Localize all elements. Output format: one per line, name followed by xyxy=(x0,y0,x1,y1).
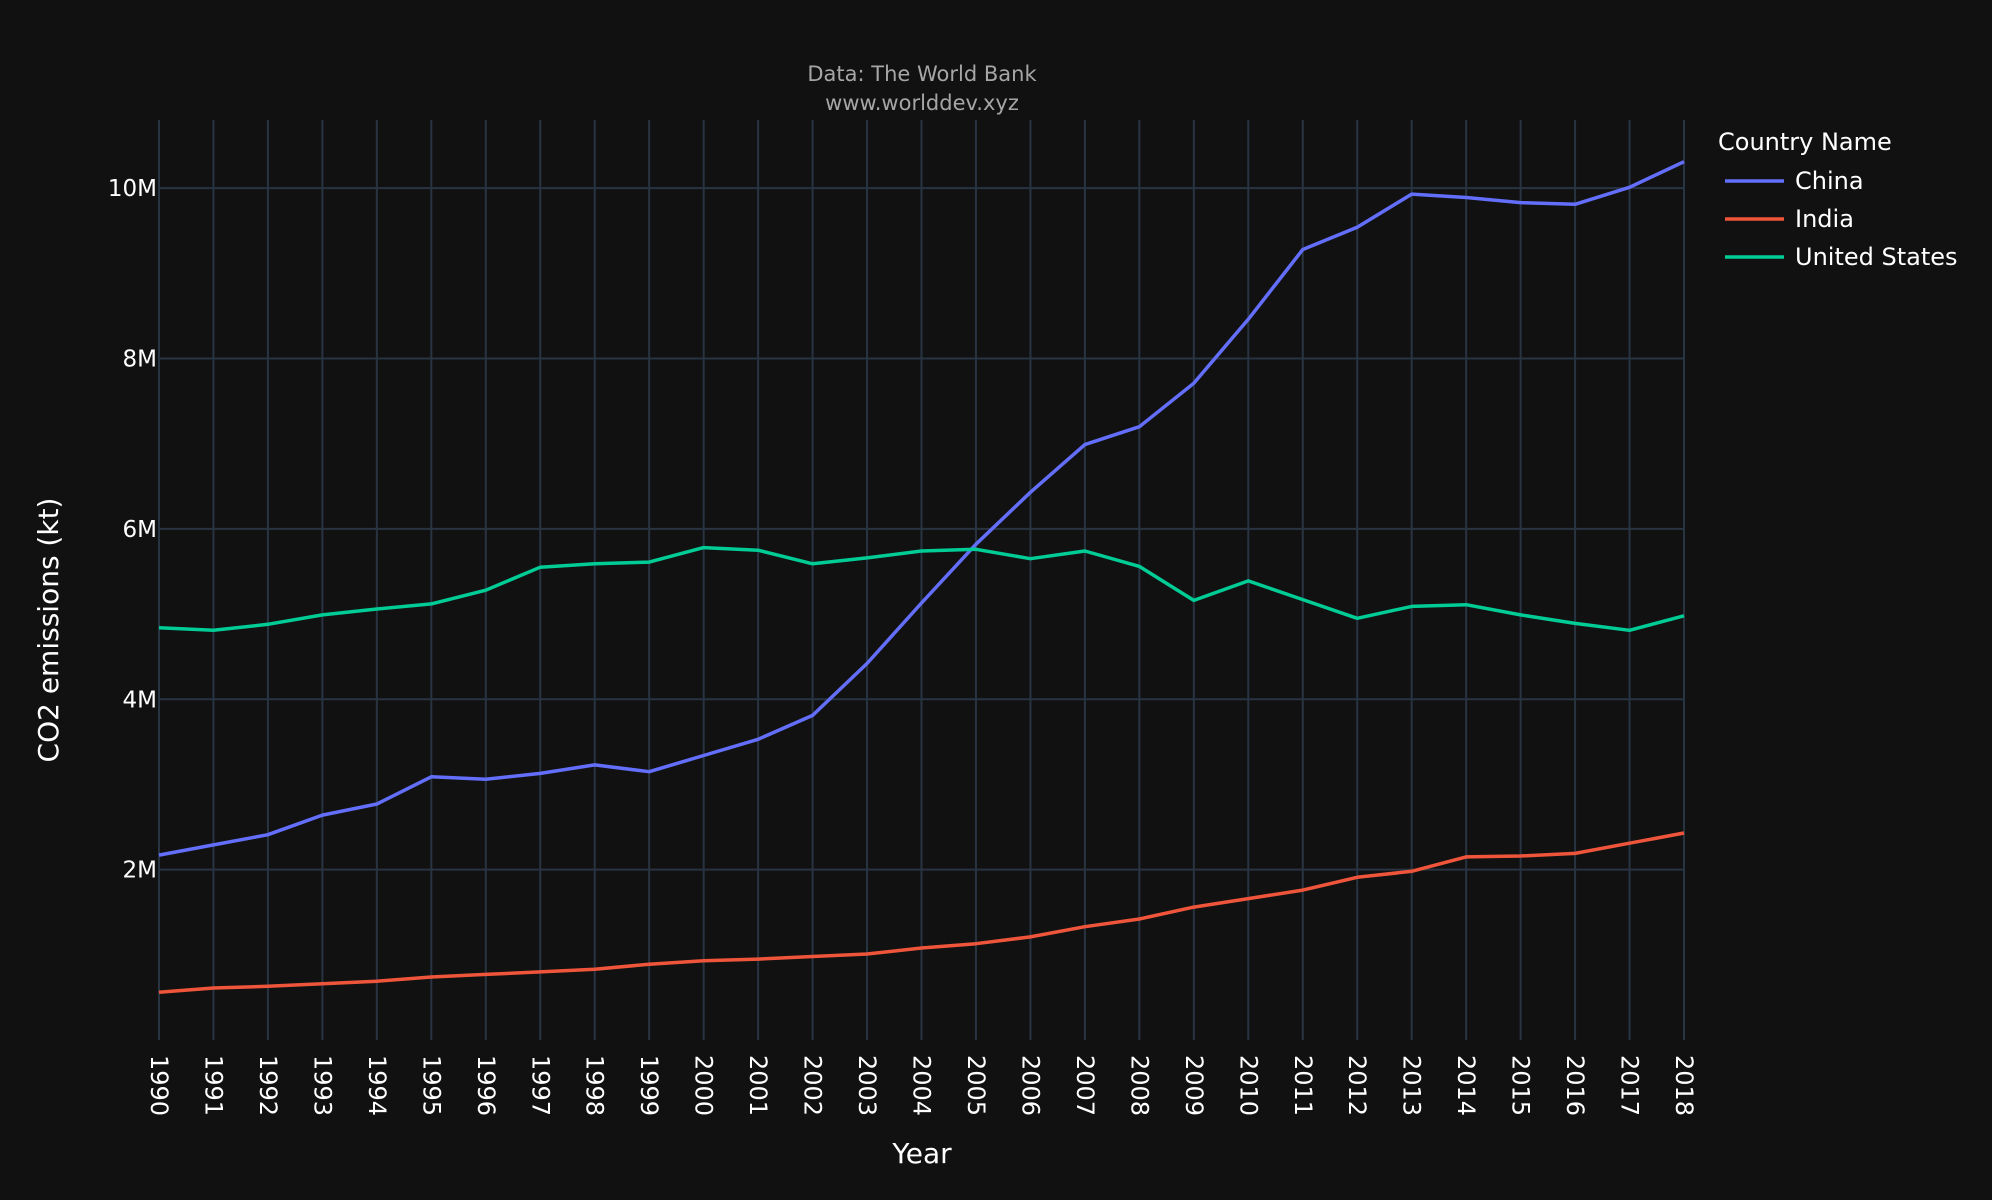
x-tick-label: 2007 xyxy=(1071,1055,1099,1116)
x-tick-label: 1993 xyxy=(308,1055,336,1116)
x-tick-label: 1998 xyxy=(581,1055,609,1116)
x-tick-label: 2006 xyxy=(1016,1055,1044,1116)
x-axis-label: Year xyxy=(891,1137,952,1170)
y-tick-label: 6M xyxy=(123,517,157,543)
y-tick-label: 8M xyxy=(123,347,157,373)
chart-subtitle-line-1: Data: The World Bank xyxy=(807,62,1037,86)
x-tick-label: 2003 xyxy=(853,1055,881,1116)
x-tick-label: 2009 xyxy=(1180,1055,1208,1116)
grid xyxy=(158,120,1685,1040)
y-axis-label: CO2 emissions (kt) xyxy=(32,498,65,763)
x-tick-label: 2000 xyxy=(690,1055,718,1116)
x-tick-label: 2004 xyxy=(908,1055,936,1116)
y-tick-label: 10M xyxy=(108,176,157,202)
x-tick-label: 2018 xyxy=(1670,1055,1698,1116)
series-lines xyxy=(158,160,1685,995)
x-tick-label: 2012 xyxy=(1343,1055,1371,1116)
y-tick-label: 2M xyxy=(123,858,157,884)
x-axis-ticks: 1990 1991 1992 1993 1994 1995 1996 1997 1998 1999… xyxy=(145,1055,1698,1116)
series-line-china xyxy=(158,160,1685,857)
x-tick-label: 1997 xyxy=(526,1055,554,1116)
x-tick-label: 2016 xyxy=(1561,1055,1589,1116)
x-tick-label: 1991 xyxy=(199,1055,227,1116)
x-tick-label: 1996 xyxy=(472,1055,500,1116)
legend-item-india[interactable]: India xyxy=(1725,205,1854,233)
legend-item-united-states[interactable]: United States xyxy=(1725,243,1958,271)
legend-title: Country Name xyxy=(1718,128,1892,156)
series-line-india xyxy=(158,831,1685,995)
x-tick-label: 1994 xyxy=(363,1055,391,1116)
x-tick-label: 2015 xyxy=(1507,1055,1535,1116)
series-line-united-states xyxy=(158,545,1685,633)
x-tick-label: 1999 xyxy=(635,1055,663,1116)
legend-item-china[interactable]: China xyxy=(1725,167,1864,195)
chart-subtitle-line-2: www.worlddev.xyz xyxy=(825,91,1019,115)
x-tick-label: 2014 xyxy=(1452,1055,1480,1116)
x-tick-label: 2010 xyxy=(1234,1055,1262,1116)
legend-label: China xyxy=(1795,167,1864,195)
y-tick-label: 4M xyxy=(123,687,157,713)
x-tick-label: 1992 xyxy=(254,1055,282,1116)
x-tick-label: 2013 xyxy=(1398,1055,1426,1116)
x-tick-label: 2017 xyxy=(1616,1055,1644,1116)
x-tick-label: 2005 xyxy=(962,1055,990,1116)
legend[interactable]: Country Name China India United States xyxy=(1718,128,1958,271)
x-tick-label: 2001 xyxy=(744,1055,772,1116)
y-axis-ticks: 2M 4M 6M 8M 10M xyxy=(108,176,157,883)
x-tick-label: 1990 xyxy=(145,1055,173,1116)
legend-label: United States xyxy=(1795,243,1958,271)
x-tick-label: 2002 xyxy=(799,1055,827,1116)
x-tick-label: 2008 xyxy=(1125,1055,1153,1116)
legend-label: India xyxy=(1795,205,1854,233)
x-tick-label: 2011 xyxy=(1289,1055,1317,1116)
x-tick-label: 1995 xyxy=(417,1055,445,1116)
